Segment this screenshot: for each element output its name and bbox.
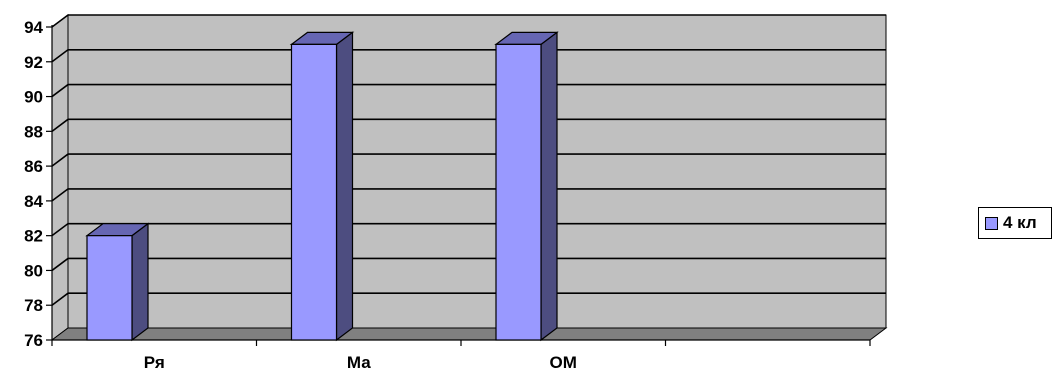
y-tick-label: 84 — [24, 192, 43, 211]
y-tick-label: 82 — [24, 227, 43, 246]
side-wall — [51, 14, 69, 341]
floor — [50, 327, 888, 341]
x-category-label: ОМ — [550, 353, 577, 372]
y-tick-label: 86 — [24, 157, 43, 176]
gridline — [51, 188, 886, 202]
y-tick-label: 78 — [24, 296, 43, 315]
y-tick-label: 94 — [24, 18, 43, 37]
bar-front — [86, 235, 133, 341]
y-tick-label: 92 — [24, 53, 43, 72]
gridline — [51, 153, 886, 167]
y-tick-label: 90 — [24, 88, 43, 107]
y-tick-label: 88 — [24, 122, 43, 141]
bar — [85, 222, 150, 342]
y-axis-ticks: 76 78 80 82 84 86 88 90 92 94 — [24, 18, 52, 350]
bar-side — [335, 31, 354, 342]
bar-side — [131, 222, 149, 342]
gridline — [51, 83, 886, 98]
x-category-label: Ма — [347, 353, 371, 372]
gridline — [51, 257, 886, 272]
legend: 4 кл — [978, 207, 1052, 239]
bar-side — [540, 31, 558, 342]
x-axis-categories: Ря Ма ОМ — [51, 340, 871, 372]
legend-label: 4 кл — [1003, 213, 1037, 232]
gridlines — [51, 14, 886, 306]
gridline — [51, 118, 886, 132]
y-tick-label: 76 — [24, 331, 43, 350]
y-tick-label: 80 — [24, 261, 43, 280]
legend-swatch — [985, 216, 998, 230]
gridline — [51, 292, 886, 306]
x-category-label: Ря — [144, 353, 165, 372]
gridline — [51, 14, 886, 28]
gridline — [51, 48, 886, 63]
bar-front — [290, 43, 338, 341]
bars — [85, 31, 559, 342]
bar-front — [495, 43, 542, 341]
gridline — [51, 222, 886, 237]
chart-walls — [50, 14, 888, 341]
back-wall — [67, 14, 887, 329]
bar — [494, 31, 559, 342]
bar — [289, 31, 355, 342]
